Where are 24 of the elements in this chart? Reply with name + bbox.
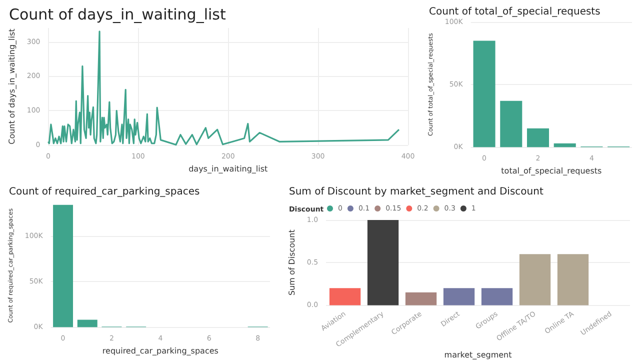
x-axis-title: days_in_waiting_list — [188, 164, 268, 174]
bar — [557, 254, 589, 306]
chart-title: Count of required_car_parking_spaces — [9, 186, 200, 198]
x-axis-title: required_car_parking_spaces — [102, 346, 218, 356]
bar — [481, 288, 513, 306]
chart-title: Sum of Discount by market_segment and Discount — [289, 186, 544, 198]
bar — [500, 100, 522, 148]
x-axis-title: total_of_special_requests — [501, 166, 602, 176]
x-axis-title: market_segment — [444, 350, 512, 360]
bar — [443, 288, 475, 306]
bar — [405, 292, 437, 306]
y-axis-title: Count of days_in_waiting_list — [8, 28, 16, 144]
bar — [473, 40, 496, 148]
bar — [367, 220, 399, 306]
chart-title: Count of days_in_waiting_list — [9, 6, 226, 24]
bar — [329, 288, 361, 306]
chart-title: Count of total_of_special_requests — [429, 6, 600, 18]
line-series — [47, 30, 400, 146]
bar — [526, 128, 550, 148]
bar — [554, 143, 576, 148]
bar — [53, 204, 74, 328]
bar — [77, 320, 98, 328]
bar — [519, 254, 551, 306]
y-axis-title: Sum of Discount — [288, 230, 296, 296]
